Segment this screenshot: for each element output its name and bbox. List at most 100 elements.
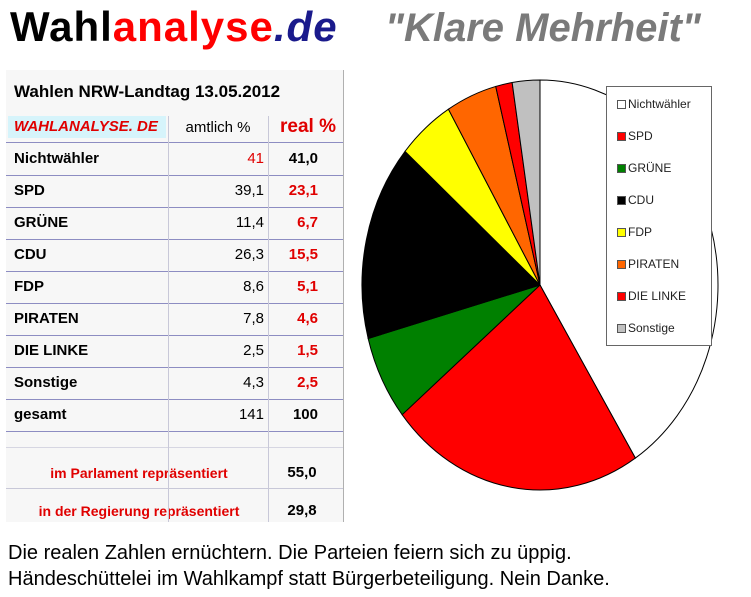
real-value: 5,1 — [297, 278, 318, 295]
legend-item: PIRATEN — [617, 257, 709, 271]
legend-swatch — [617, 324, 626, 333]
total-label: gesamt — [14, 406, 67, 423]
amtlich-value: 26,3 — [234, 246, 264, 263]
party-label: GRÜNE — [14, 214, 69, 231]
divider — [6, 303, 344, 304]
government-summary-row: in der Regierung repräsentiert 29,8 — [6, 496, 344, 526]
government-label: in der Regierung repräsentiert — [38, 503, 240, 519]
amtlich-value: 39,1 — [234, 182, 264, 199]
legend-label: FDP — [628, 225, 652, 239]
real-value: 4,6 — [297, 310, 318, 327]
table-row-total: gesamt 141 100 — [6, 400, 344, 432]
column-divider — [168, 116, 169, 522]
real-column-header: real % — [280, 116, 336, 137]
party-label: Nichtwähler — [14, 150, 100, 167]
legend-swatch — [617, 132, 626, 141]
divider — [6, 335, 344, 336]
site-column-header: WAHLANALYSE. DE — [8, 116, 166, 138]
divider — [6, 142, 344, 143]
table-row: GRÜNE 11,4 6,7 — [6, 208, 344, 240]
legend-swatch — [617, 260, 626, 269]
party-label: PIRATEN — [14, 310, 79, 327]
divider — [6, 488, 344, 489]
legend-label: CDU — [628, 193, 654, 207]
legend-label: DIE LINKE — [628, 289, 687, 303]
legend-label: GRÜNE — [628, 161, 672, 175]
legend-swatch — [617, 196, 626, 205]
real-value: 6,7 — [297, 214, 318, 231]
legend-label: PIRATEN — [628, 257, 680, 271]
legend-item: FDP — [617, 225, 709, 239]
table-header-row: WAHLANALYSE. DE amtlich % real % — [6, 116, 344, 142]
real-value: 15,5 — [288, 246, 318, 263]
legend-item: GRÜNE — [617, 161, 709, 175]
table-row: DIE LINKE 2,5 1,5 — [6, 336, 344, 368]
divider — [6, 271, 344, 272]
party-label: CDU — [14, 246, 47, 263]
amtlich-value: 11,4 — [235, 214, 264, 231]
party-label: SPD — [14, 182, 45, 199]
pie-slice-sonstige — [511, 79, 541, 286]
legend-item: Sonstige — [617, 321, 709, 335]
real-value: 41,0 — [288, 150, 318, 167]
real-value: 2,5 — [297, 374, 318, 391]
legend-item: CDU — [617, 193, 709, 207]
divider — [6, 431, 344, 432]
legend-label: SPD — [628, 129, 653, 143]
legend-swatch — [617, 100, 626, 109]
brand-wahl: Wahl — [10, 3, 113, 50]
party-label: Sonstige — [14, 374, 78, 391]
amtlich-value: 41 — [247, 150, 264, 167]
table-title: Wahlen NRW-Landtag 13.05.2012 — [14, 82, 281, 101]
legend-item: DIE LINKE — [617, 289, 709, 303]
divider — [6, 207, 344, 208]
amtlich-value: 7,8 — [243, 310, 264, 327]
caption: Die realen Zahlen ernüchtern. Die Partei… — [8, 540, 610, 592]
brand-analyse: analyse — [112, 3, 274, 50]
parliament-value: 55,0 — [287, 464, 317, 481]
legend-label: Sonstige — [628, 321, 675, 335]
column-divider — [343, 70, 344, 522]
slogan: "Klare Mehrheit" — [385, 6, 701, 50]
table-row: Sonstige 4,3 2,5 — [6, 368, 344, 400]
amtlich-value: 8,6 — [243, 278, 264, 295]
amtlich-value: 4,3 — [243, 374, 264, 391]
government-value: 29,8 — [287, 502, 317, 519]
divider — [6, 367, 344, 368]
pie-slice-spd — [401, 284, 637, 491]
parliament-summary-row: im Parlament repräsentiert 55,0 — [6, 458, 344, 488]
table-row: PIRATEN 7,8 4,6 — [6, 304, 344, 336]
chart-legend: Nichtwähler SPD GRÜNE CDU FDP PIRATEN DI… — [606, 86, 712, 346]
real-value: 23,1 — [288, 182, 318, 199]
caption-line-2: Händeschüttelei im Wahlkampf statt Bürge… — [8, 568, 610, 590]
amtlich-column-header: amtlich % — [185, 119, 251, 136]
legend-item: Nichtwähler — [617, 97, 709, 111]
pie-slice-cdu — [361, 150, 541, 340]
pie-chart — [361, 79, 719, 491]
party-label: FDP — [14, 278, 44, 295]
divider — [6, 175, 344, 176]
legend-item: SPD — [617, 129, 709, 143]
divider — [6, 447, 344, 448]
site-logo: Wahlanalyse.de — [10, 2, 338, 52]
table-row: Nichtwähler 41 41,0 — [6, 144, 344, 176]
legend-swatch — [617, 228, 626, 237]
table-row: SPD 39,1 23,1 — [6, 176, 344, 208]
divider — [6, 239, 344, 240]
divider — [6, 399, 344, 400]
caption-line-1: Die realen Zahlen ernüchtern. Die Partei… — [8, 542, 572, 564]
table-row: CDU 26,3 15,5 — [6, 240, 344, 272]
real-value: 1,5 — [297, 342, 318, 359]
real-total: 100 — [292, 406, 318, 423]
parliament-label: im Parlament repräsentiert — [50, 465, 228, 481]
amtlich-total: 141 — [238, 406, 264, 423]
party-label: DIE LINKE — [14, 342, 89, 359]
legend-label: Nichtwähler — [628, 97, 691, 111]
legend-swatch — [617, 164, 626, 173]
results-table: Wahlen NRW-Landtag 13.05.2012 WAHLANALYS… — [6, 70, 344, 522]
brand-domain: .de — [273, 3, 338, 50]
column-divider — [268, 116, 269, 522]
amtlich-value: 2,5 — [243, 342, 264, 359]
table-row: FDP 8,6 5,1 — [6, 272, 344, 304]
legend-swatch — [617, 292, 626, 301]
